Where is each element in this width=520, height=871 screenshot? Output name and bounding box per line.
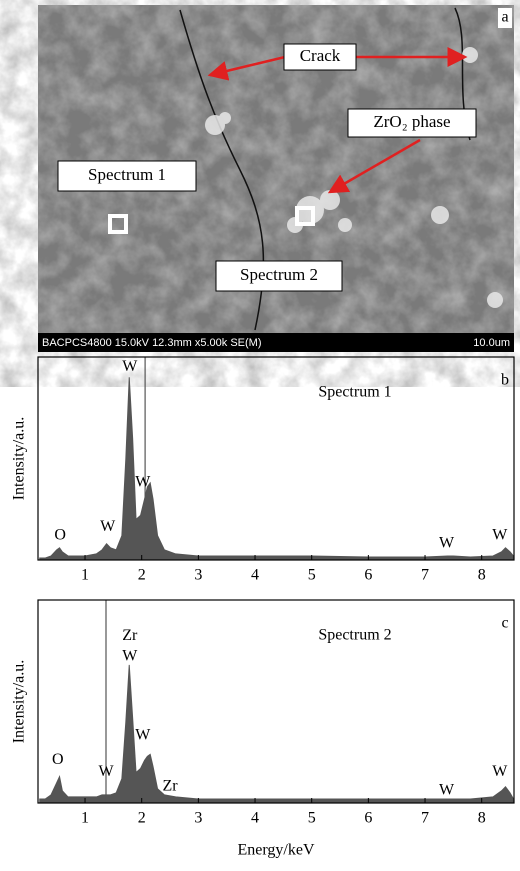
peak-label: Zr: [122, 627, 138, 644]
peak-label: W: [122, 648, 138, 665]
crack-label: Crack: [300, 46, 341, 65]
peak-label: O: [54, 526, 66, 543]
zro2-clusters: [205, 47, 503, 308]
spectrum-area: [39, 664, 514, 804]
x-tick-label: 2: [138, 810, 146, 827]
x-tick-label: 3: [194, 810, 202, 827]
panel-label: b: [501, 372, 509, 389]
arrow: [327, 138, 421, 194]
label-box: [215, 260, 343, 292]
peak-label: W: [98, 763, 114, 780]
plot-frame: [37, 599, 515, 804]
x-tick-label: 5: [308, 567, 316, 584]
label-box: [283, 43, 357, 71]
x-tick-label: 4: [251, 810, 259, 827]
panel-label: a: [501, 9, 508, 26]
x-tick-label: 6: [364, 567, 372, 584]
spectrum-1-square: [108, 214, 128, 234]
zro2-label: ZrO₂ phase: [373, 112, 450, 131]
y-axis-label: Intensity/a.u.: [11, 417, 28, 501]
x-tick-label: 6: [364, 810, 372, 827]
x-tick-label: 3: [194, 567, 202, 584]
label-box: [57, 160, 197, 192]
panel-label: c: [501, 615, 508, 632]
peak-label: Zr: [162, 777, 178, 794]
spectrum-1-label: Spectrum 1: [88, 165, 166, 184]
spectrum-area: [39, 377, 514, 561]
x-tick-label: 2: [138, 567, 146, 584]
peak-label: W: [492, 763, 508, 780]
chart-title: Spectrum 2: [318, 627, 391, 644]
peak-label: O: [52, 751, 64, 768]
x-tick-label: 7: [421, 810, 429, 827]
arrow: [207, 55, 286, 81]
info-text: BACPCS4800 15.0kV 12.3mm x5.00k SE(M): [42, 337, 261, 349]
peak-label: W: [135, 474, 151, 491]
peak-label: W: [122, 358, 138, 375]
x-tick-label: 7: [421, 567, 429, 584]
scale-text: 10.0um: [473, 337, 510, 349]
x-tick-label: 1: [81, 810, 89, 827]
peak-label: W: [492, 526, 508, 543]
y-axis-label: Intensity/a.u.: [11, 660, 28, 744]
peak-label: W: [439, 781, 455, 798]
peak-label: W: [100, 518, 116, 535]
plot-frame: [37, 356, 515, 561]
x-tick-label: 5: [308, 810, 316, 827]
x-tick-label: 1: [81, 567, 89, 584]
x-tick-label: 4: [251, 567, 259, 584]
info-bar: [38, 333, 514, 352]
x-tick-label: 8: [478, 567, 486, 584]
label-box: [498, 8, 512, 28]
label-box: [347, 108, 477, 138]
x-axis-label: Energy/keV: [237, 842, 314, 859]
sem-image: Crack ZrO₂ phase Spectrum 1 Spectrum 2 a…: [38, 5, 514, 352]
peak-label: W: [135, 727, 151, 744]
peak-label: W: [439, 534, 455, 551]
spectrum-2-square: [295, 206, 315, 226]
x-tick-label: 8: [478, 810, 486, 827]
spectrum-2-label: Spectrum 2: [240, 265, 318, 284]
chart-title: Spectrum 1: [318, 384, 391, 401]
